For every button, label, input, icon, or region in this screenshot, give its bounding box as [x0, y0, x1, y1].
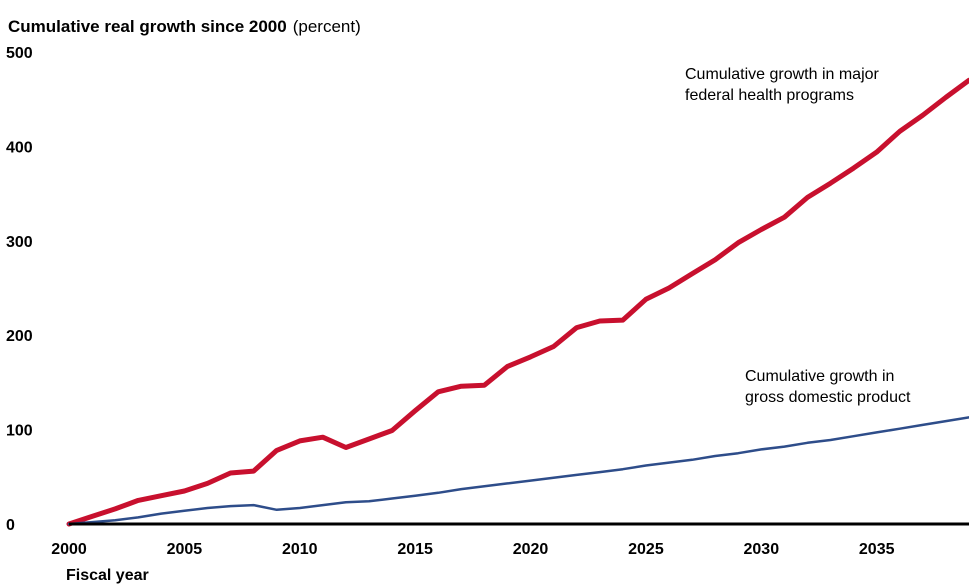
- series-layer: [66, 77, 969, 527]
- y-tick-label: 0: [6, 517, 15, 534]
- x-tick-label: 2015: [397, 541, 433, 558]
- y-tick-label: 500: [6, 45, 33, 62]
- annotation-health: Cumulative growth in major federal health…: [685, 66, 880, 104]
- x-axis-ticks: 2000 2005 2010 2015 2020 2025 2030 2035: [51, 541, 894, 558]
- x-tick-label: 2020: [513, 541, 549, 558]
- x-tick-label: 2010: [282, 541, 318, 558]
- x-tick-label: 2030: [744, 541, 780, 558]
- x-tick-label: 2035: [859, 541, 895, 558]
- annotation-gdp: Cumulative growth in gross domestic produ…: [745, 368, 911, 406]
- chart-title: Cumulative real growth since 2000 (percen…: [8, 17, 361, 36]
- x-tick-label: 2025: [628, 541, 664, 558]
- y-tick-label: 300: [6, 234, 33, 251]
- x-axis-label: Fiscal year: [66, 567, 149, 584]
- y-axis-ticks: 0 100 200 300 400 500: [6, 45, 33, 534]
- annotations: Cumulative growth in major federal health…: [685, 66, 911, 406]
- x-tick-label: 2005: [167, 541, 203, 558]
- y-tick-label: 100: [6, 423, 33, 440]
- series-line-gdp: [67, 416, 969, 526]
- x-tick-label: 2000: [51, 541, 87, 558]
- y-tick-label: 200: [6, 328, 33, 345]
- y-tick-label: 400: [6, 139, 33, 156]
- series-line-health: [66, 77, 969, 527]
